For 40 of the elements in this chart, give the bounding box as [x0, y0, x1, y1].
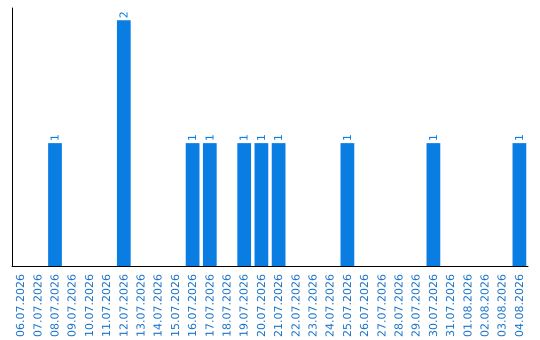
x-tick-label: 12.07.2026 [117, 274, 130, 338]
data-label: 1 [203, 134, 216, 142]
x-tick-label: 23.07.2026 [306, 274, 320, 338]
data-label: 1 [238, 134, 251, 142]
x-tick-label: 07.07.2026 [31, 274, 44, 338]
x-tick-label: 26.07.2026 [358, 274, 372, 338]
data-label: 1 [254, 134, 268, 142]
x-tick-label: 04.08.2026 [512, 274, 526, 338]
x-tick-label: 29.07.2026 [410, 274, 423, 338]
x-tick-label: 20.07.2026 [254, 274, 268, 338]
x-tick-label: 08.07.2026 [48, 274, 62, 338]
x-tick-label: 24.07.2026 [324, 274, 337, 338]
x-tick-label: 21.07.2026 [272, 274, 286, 338]
data-label: 1 [186, 134, 200, 142]
x-tick-label: 17.07.2026 [203, 274, 216, 338]
x-tick-label: 16.07.2026 [186, 274, 200, 338]
x-tick-label: 01.08.2026 [461, 274, 474, 338]
x-tick-label: 14.07.2026 [152, 274, 165, 338]
x-tick-label: 13.07.2026 [134, 274, 148, 338]
data-label: 1 [272, 134, 286, 142]
data-label: 1 [340, 134, 354, 142]
x-tick-label: 15.07.2026 [168, 274, 182, 338]
x-tick-label: 31.07.2026 [444, 274, 458, 338]
x-tick-label: 02.08.2026 [478, 274, 492, 338]
x-tick-label: 11.07.2026 [100, 274, 114, 338]
data-label: 1 [426, 134, 440, 142]
x-tick-label: 28.07.2026 [392, 274, 406, 338]
x-tick-label: 06.07.2026 [14, 274, 28, 338]
x-tick-label: 18.07.2026 [220, 274, 234, 338]
x-tick-label: 30.07.2026 [426, 274, 440, 338]
x-tick-label: 22.07.2026 [289, 274, 302, 338]
data-label: 1 [512, 134, 526, 142]
x-tick-label: 27.07.2026 [375, 274, 388, 338]
x-tick-label: 03.08.2026 [496, 274, 509, 338]
x-tick-label: 25.07.2026 [340, 274, 354, 338]
data-label: 1 [48, 134, 62, 142]
x-tick-label: 09.07.2026 [66, 274, 79, 338]
data-label: 2 [117, 11, 130, 18]
x-tick-label: 19.07.2026 [238, 274, 251, 338]
x-tick-label: 10.07.2026 [82, 274, 96, 338]
